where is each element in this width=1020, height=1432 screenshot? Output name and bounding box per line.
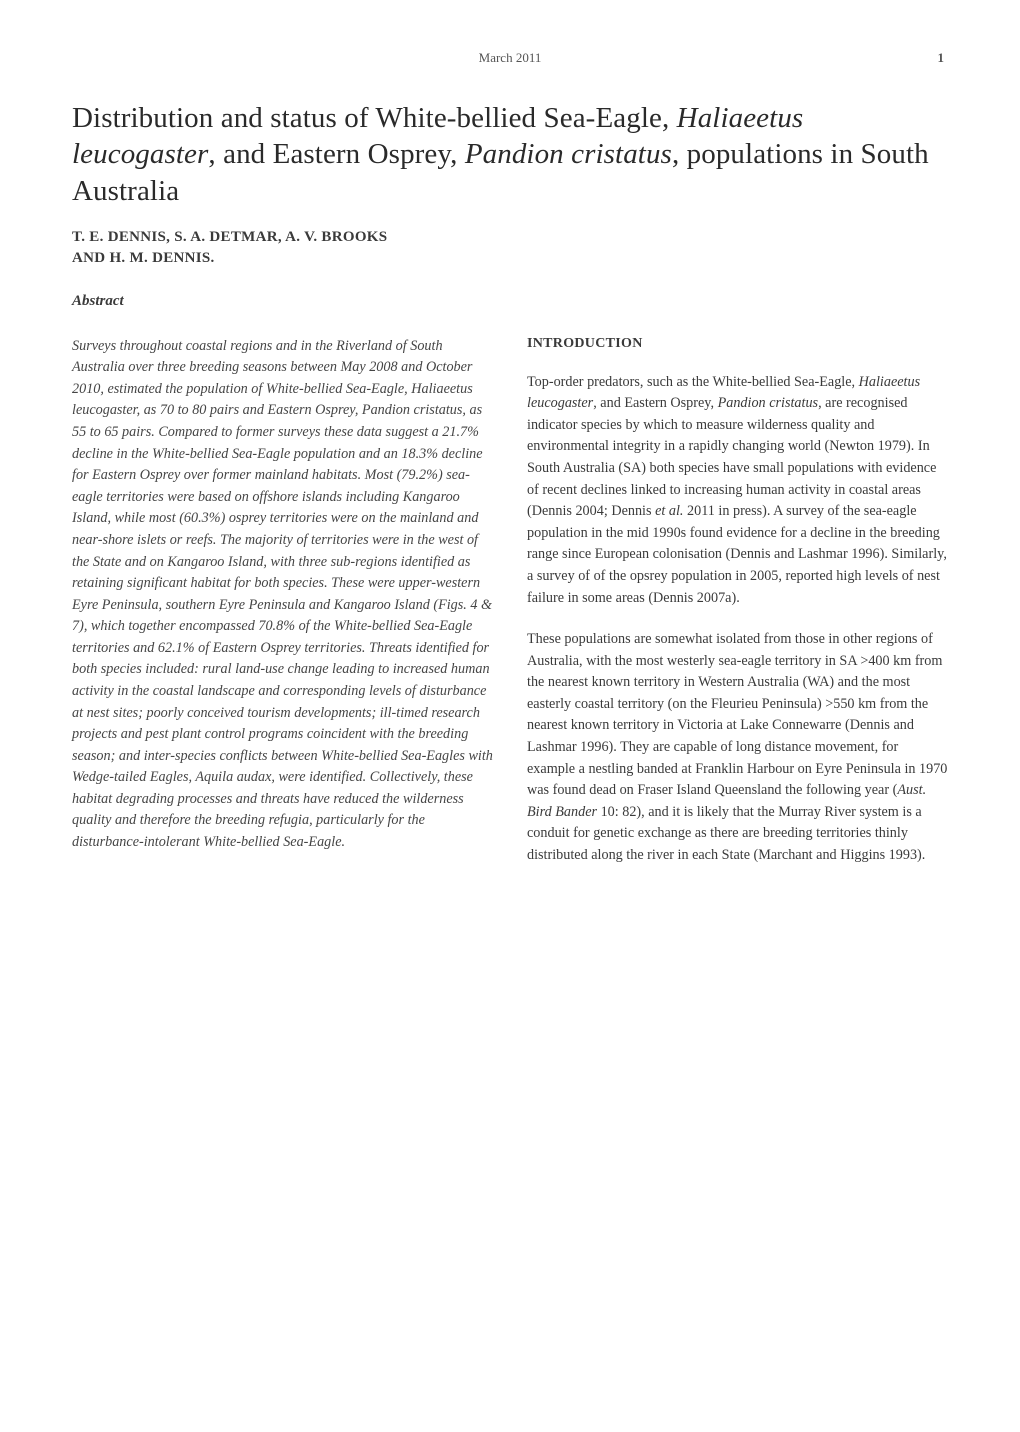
right-column: INTRODUCTION Top-order predators, such a…	[527, 336, 948, 887]
para-segment: Top-order predators, such as the White-b…	[527, 374, 859, 390]
scientific-name: Pandion cristatus	[718, 395, 819, 411]
running-header: March 2011 1	[72, 50, 948, 66]
introduction-paragraph: Top-order predators, such as the White-b…	[527, 372, 948, 609]
introduction-heading: INTRODUCTION	[527, 336, 948, 352]
title-scientific-name: Pandion cristatus	[465, 138, 672, 170]
article-title: Distribution and status of White-bellied…	[72, 100, 948, 209]
page-number: 1	[938, 50, 945, 66]
para-segment: , are recognised indicator species by wh…	[527, 395, 936, 519]
abstract-body: Surveys throughout coastal regions and i…	[72, 336, 493, 854]
author-line: AND H. M. DENNIS.	[72, 248, 948, 269]
author-list: T. E. DENNIS, S. A. DETMAR, A. V. BROOKS…	[72, 227, 948, 269]
introduction-paragraph: These populations are somewhat isolated …	[527, 629, 948, 866]
latin-abbrev: et al.	[655, 503, 683, 519]
two-column-layout: Surveys throughout coastal regions and i…	[72, 336, 948, 887]
author-line: T. E. DENNIS, S. A. DETMAR, A. V. BROOKS	[72, 227, 948, 248]
running-header-date: March 2011	[76, 50, 944, 66]
left-column: Surveys throughout coastal regions and i…	[72, 336, 493, 887]
abstract-heading: Abstract	[72, 293, 948, 310]
para-segment: These populations are somewhat isolated …	[527, 631, 947, 798]
title-segment: , and Eastern Osprey,	[208, 138, 464, 170]
para-segment: , and Eastern Osprey,	[593, 395, 717, 411]
title-segment: Distribution and status of White-bellied…	[72, 102, 677, 134]
